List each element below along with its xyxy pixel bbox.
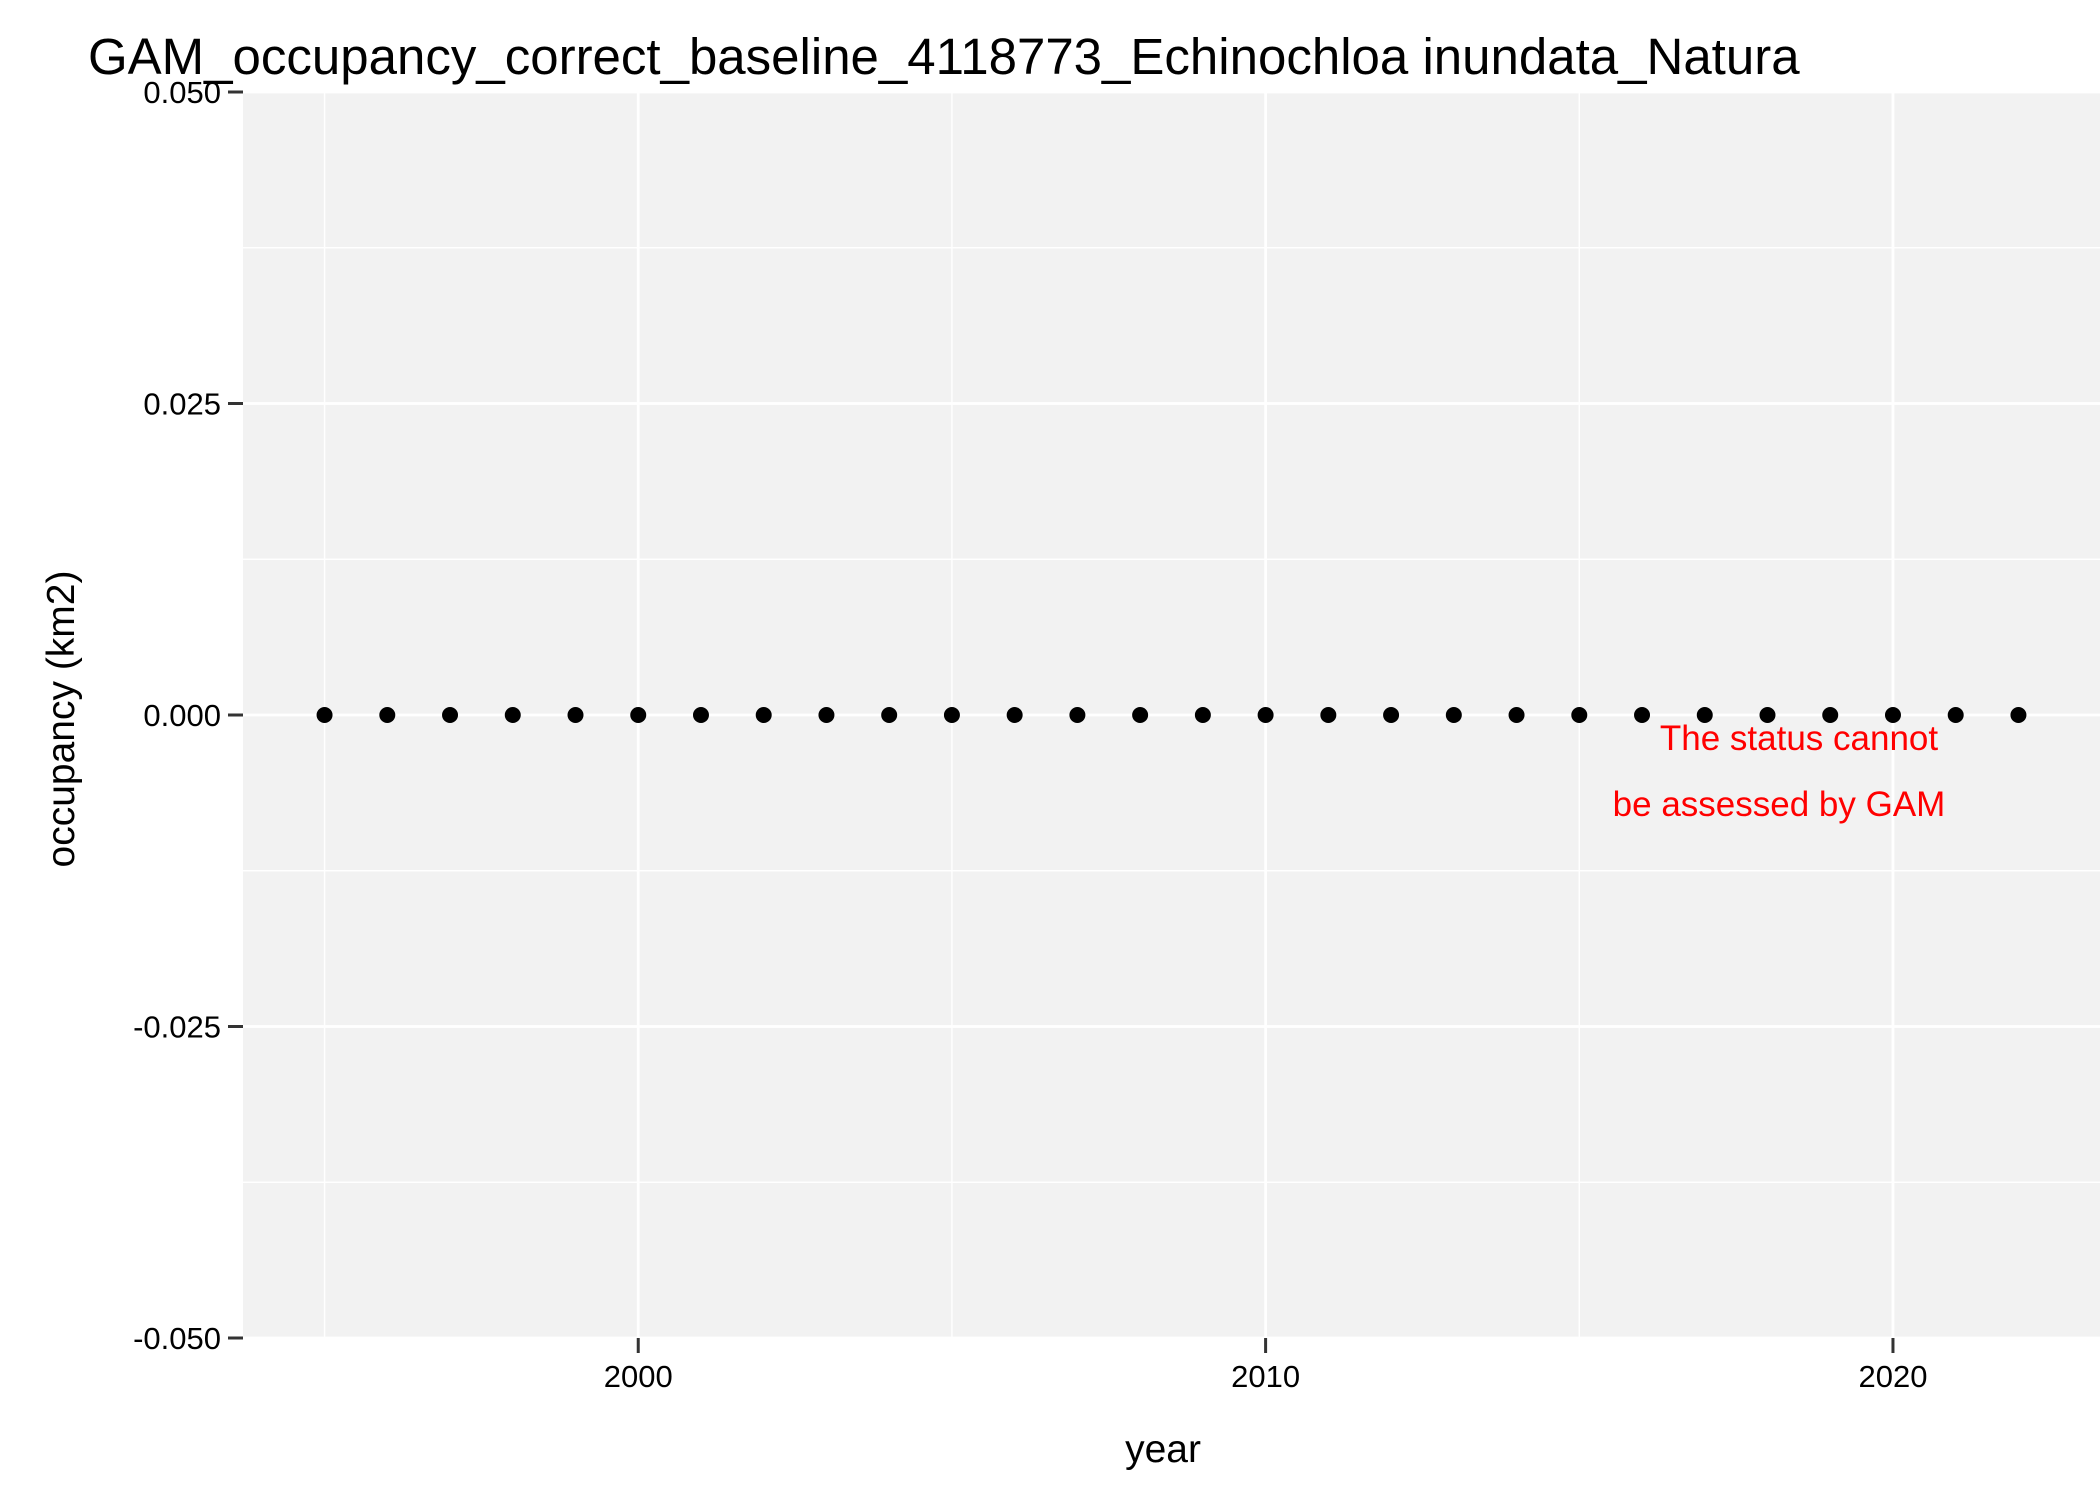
data-point xyxy=(1634,707,1651,723)
data-point xyxy=(755,707,772,723)
x-tick-label: 2010 xyxy=(1231,1359,1300,1394)
data-point xyxy=(1508,707,1525,723)
status-annotation: The status cannot be assessed by GAM xyxy=(1613,719,1946,824)
y-tick-label: 0.050 xyxy=(143,75,221,110)
x-tick-label: 2020 xyxy=(1858,1359,1927,1394)
y-axis: -0.050 -0.025 0.000 0.025 0.050 xyxy=(133,75,243,1356)
y-tick-label: -0.050 xyxy=(133,1321,221,1356)
data-point xyxy=(630,707,647,723)
annotation-line-1: The status cannot xyxy=(1660,719,1938,758)
data-point xyxy=(1822,707,1839,723)
data-point xyxy=(1069,707,1086,723)
data-point xyxy=(1194,707,1211,723)
annotation-line-2: be assessed by GAM xyxy=(1613,785,1946,824)
data-points xyxy=(316,707,2027,723)
y-tick-label: 0.025 xyxy=(143,387,221,422)
data-point xyxy=(881,707,898,723)
chart-title: GAM_occupancy_correct_baseline_4118773_E… xyxy=(88,28,1800,85)
data-point xyxy=(1320,707,1337,723)
data-point xyxy=(567,707,584,723)
data-point xyxy=(379,707,396,723)
data-point xyxy=(504,707,521,723)
data-point xyxy=(1947,707,1964,723)
x-axis-title: year xyxy=(1125,1428,1201,1471)
data-point xyxy=(316,707,333,723)
y-axis-title: occupancy (km2) xyxy=(40,571,83,868)
data-point xyxy=(1445,707,1462,723)
x-axis: 2000 2010 2020 xyxy=(604,1338,1927,1394)
data-point xyxy=(1759,707,1776,723)
data-point xyxy=(1884,707,1901,723)
data-point xyxy=(1006,707,1023,723)
data-point xyxy=(692,707,709,723)
data-point xyxy=(818,707,835,723)
data-point xyxy=(1696,707,1713,723)
data-point xyxy=(2010,707,2027,723)
data-point xyxy=(943,707,960,723)
data-point xyxy=(1132,707,1149,723)
y-tick-label: 0.000 xyxy=(143,698,221,733)
data-point xyxy=(442,707,459,723)
y-tick-label: -0.025 xyxy=(133,1010,221,1045)
data-point xyxy=(1383,707,1400,723)
x-tick-label: 2000 xyxy=(604,1359,673,1394)
data-point xyxy=(1571,707,1588,723)
data-point xyxy=(1257,707,1274,723)
